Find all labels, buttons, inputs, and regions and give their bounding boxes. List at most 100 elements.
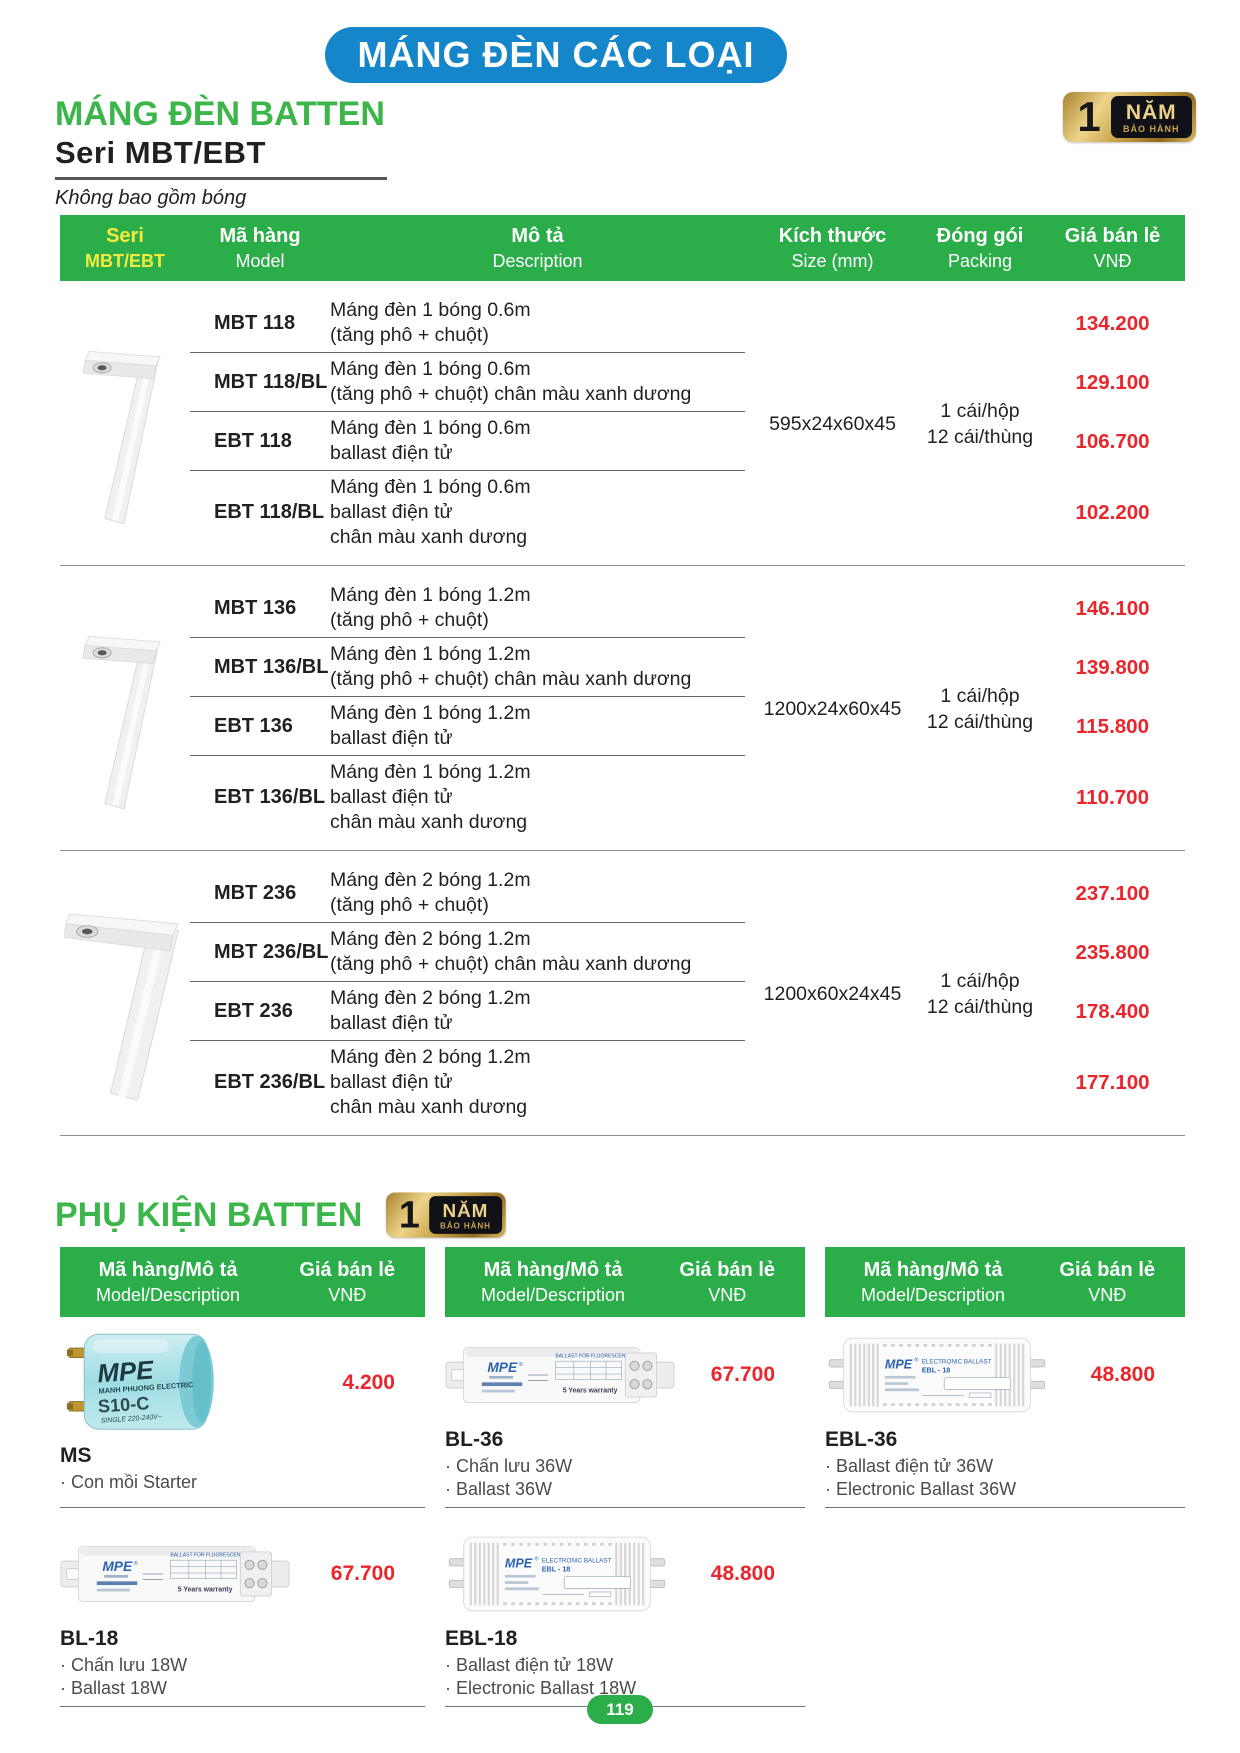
price-value: 4.200 [342, 1371, 395, 1394]
batten-photo [60, 294, 190, 554]
model-description: Máng đèn 1 bóng 0.6m ballast điện tử [330, 412, 745, 471]
model-description: Máng đèn 2 bóng 1.2m ballast điện tử [330, 982, 745, 1041]
model-description: · Con mồi Starter [60, 1472, 198, 1492]
model-code: EBL-36 [825, 1428, 898, 1451]
price-value: 67.700 [710, 1363, 775, 1386]
model-description: · Chấn lưu 36W · Ballast 36W [445, 1456, 573, 1499]
model-description: · Ballast điện tử 18W · Electronic Balla… [445, 1655, 637, 1698]
product-group-236: MBT 236 Máng đèn 2 bóng 1.2m (tăng phô +… [60, 851, 1185, 1136]
accessories-grid: Mã hàng/Mô tả Model/Description Giá bán … [60, 1247, 1185, 1707]
model-code: EBT 136/BL [214, 786, 326, 808]
model-code: EBL-18 [445, 1627, 518, 1650]
warranty-number: 1 [399, 1193, 421, 1236]
header-packing: Đóng gói Packing [936, 225, 1024, 271]
starter-photo [66, 1333, 215, 1430]
model-description: Máng đèn 1 bóng 1.2m ballast điện tử châ… [330, 761, 531, 833]
price-value: 178.400 [1075, 999, 1150, 1023]
price-value: 129.100 [1075, 370, 1150, 394]
header-price: Giá bán lẻ [299, 1259, 395, 1281]
price-value: 48.800 [710, 1562, 775, 1585]
price-value: 146.100 [1075, 596, 1150, 620]
header-seri: Seri MBT/EBT [85, 225, 165, 271]
model-description: Máng đèn 1 bóng 0.6m (tăng phô + chuột) … [330, 353, 745, 412]
accessory-item-ebl36: 48.800 EBL-36 · Ballast điện tử 36W · El… [825, 1317, 1185, 1508]
model-code: MBT 236/BL [190, 923, 330, 982]
model-description: Máng đèn 2 bóng 1.2m (tăng phô + chuột) … [330, 923, 745, 982]
price-value: 106.700 [1075, 429, 1150, 453]
price-value: 235.800 [1075, 940, 1150, 964]
empty-cell [825, 1508, 1185, 1707]
model-code: MBT 236 [190, 864, 330, 923]
electronic-ballast-photo [447, 1535, 667, 1613]
section-title: MÁNG ĐÈN BATTEN [55, 95, 385, 133]
accessory-column-header: Mã hàng/Mô tả Model/Description Giá bán … [825, 1247, 1185, 1317]
model-code: BL-18 [60, 1627, 119, 1650]
product-group-136: MBT 136 Máng đèn 1 bóng 1.2m (tăng phô +… [60, 566, 1185, 851]
model-description: Máng đèn 2 bóng 1.2m ballast điện tử châ… [330, 1046, 531, 1118]
series-note: Không bao gồm bóng [55, 187, 247, 209]
warranty-number: 1 [1077, 93, 1101, 140]
header-model-desc: Mã hàng/Mô tả [483, 1259, 623, 1281]
model-code: MBT 136 [190, 579, 330, 638]
warranty-badge: 1 NĂM BẢO HÀNH [386, 1192, 506, 1238]
header-model-desc: Mã hàng/Mô tả [863, 1259, 1003, 1281]
warranty-unit: NĂM [442, 1200, 489, 1221]
batten-photo [60, 579, 190, 839]
model-code: BL-36 [445, 1428, 504, 1451]
accessory-column-header: Mã hàng/Mô tả Model/Description Giá bán … [445, 1247, 805, 1317]
accessory-column-header: Mã hàng/Mô tả Model/Description Giá bán … [60, 1247, 425, 1317]
price-value: 110.700 [1076, 785, 1149, 809]
model-description: Máng đèn 2 bóng 1.2m (tăng phô + chuột) [330, 864, 745, 923]
header-model: Mã hàng Model [219, 225, 301, 271]
batten-product-table: Seri MBT/EBT Mã hàng Model Mô tả Descrip… [60, 215, 1185, 1136]
page-number-badge: 119 [587, 1695, 653, 1724]
model-code: MS [60, 1444, 92, 1467]
batten-single-image [82, 350, 161, 524]
batten-section-heading: MÁNG ĐÈN BATTEN Seri MBT/EBT Không bao g… [55, 94, 387, 210]
accessory-item-ebl18: 48.800 EBL-18 · Ballast điện tử 18W · El… [445, 1508, 805, 1707]
warranty-label: BẢO HÀNH [440, 1220, 492, 1230]
warranty-label: BẢO HÀNH [1123, 123, 1180, 134]
header-price: Giá bán lẻ [1059, 1259, 1155, 1281]
price-value: 139.800 [1075, 655, 1150, 679]
accessory-item-bl18: 67.700 BL-18 · Chấn lưu 18W · Ballast 18… [60, 1508, 425, 1707]
warranty-panel: NĂM BẢO HÀNH [429, 1196, 502, 1234]
table-header: Seri MBT/EBT Mã hàng Model Mô tả Descrip… [60, 215, 1185, 281]
price-value: 102.200 [1075, 500, 1150, 524]
batten-double-image [64, 913, 179, 1101]
accessory-item-ms: 4.200 MS · Con mồi Starter [60, 1317, 425, 1508]
price-value: 67.700 [330, 1562, 395, 1585]
model-description: Máng đèn 1 bóng 0.6m (tăng phô + chuột) [330, 294, 745, 353]
warranty-panel: NĂM BẢO HÀNH [1111, 96, 1192, 138]
header-price: Giá bán lẻ [679, 1259, 775, 1281]
section-title: PHỤ KIỆN BATTEN [55, 1195, 363, 1234]
model-description: · Chấn lưu 18W · Ballast 18W [60, 1655, 188, 1698]
warranty-badge: 1 NĂM BẢO HÀNH [1063, 92, 1196, 142]
price-value: 134.200 [1075, 311, 1150, 335]
size-value: 595x24x60x45 [769, 413, 896, 435]
model-code: MBT 118 [190, 294, 330, 353]
ballast-photo [445, 1346, 675, 1404]
model-code: EBT 118 [190, 412, 330, 471]
warranty-unit: NĂM [1125, 100, 1177, 124]
accessory-item-bl36: 67.700 BL-36 · Chấn lưu 36W · Ballast 36… [445, 1317, 805, 1508]
price-value: 237.100 [1075, 881, 1150, 905]
electronic-ballast-photo [827, 1336, 1047, 1414]
banner-title: MÁNG ĐÈN CÁC LOẠI [357, 34, 755, 75]
header-price: Giá bán lẻ VNĐ [1064, 225, 1161, 271]
model-description: Máng đèn 1 bóng 1.2m (tăng phô + chuột) [330, 579, 745, 638]
size-value: 1200x60x24x45 [763, 983, 902, 1005]
model-code: EBT 118/BL [214, 501, 325, 523]
model-description: Máng đèn 1 bóng 1.2m ballast điện tử [330, 697, 745, 756]
model-code: EBT 236/BL [214, 1071, 326, 1093]
header-size: Kích thước Size (mm) [778, 225, 887, 271]
page-number: 119 [606, 1699, 634, 1719]
packing-value: 1 cái/hộp 12 cái/thùng [926, 685, 1034, 733]
size-value: 1200x24x60x45 [763, 698, 902, 720]
model-code: MBT 136/BL [190, 638, 330, 697]
price-value: 48.800 [1090, 1363, 1155, 1386]
price-value: 115.800 [1076, 714, 1149, 738]
series-subtitle: Seri MBT/EBT [55, 135, 266, 170]
product-group-118: MBT 118 Máng đèn 1 bóng 0.6m (tăng phô +… [60, 281, 1185, 566]
